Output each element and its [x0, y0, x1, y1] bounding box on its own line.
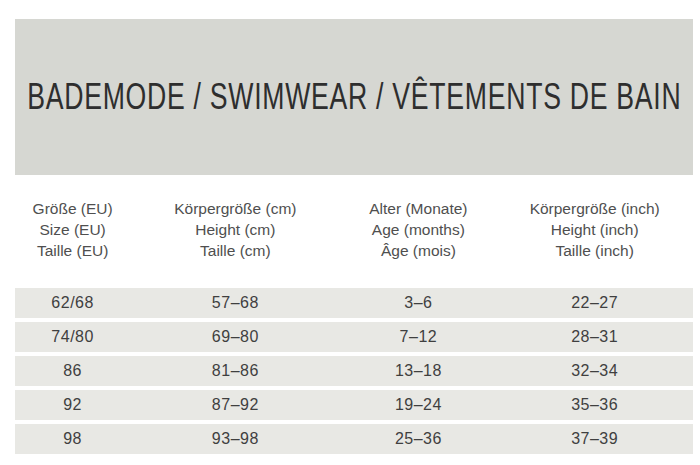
table-row: 92 87–92 19–24 35–36	[15, 390, 693, 420]
header-line-en: Age (months)	[340, 219, 496, 240]
table-row: 86 81–86 13–18 32–34	[15, 356, 693, 386]
table-header-row: Größe (EU) Size (EU) Taille (EU) Körperg…	[15, 198, 693, 261]
title-banner: BADEMODE / SWIMWEAR / VÊTEMENTS DE BAIN	[15, 19, 693, 175]
table-body: 62/68 57–68 3–6 22–27 74/80 69–80 7–12 2…	[15, 288, 693, 458]
header-line-fr: Taille (inch)	[496, 240, 693, 261]
cell-height-inch: 32–34	[496, 362, 693, 380]
cell-age-months: 7–12	[340, 328, 496, 346]
table-row: 62/68 57–68 3–6 22–27	[15, 288, 693, 318]
cell-size: 98	[15, 430, 130, 448]
header-line-de: Alter (Monate)	[340, 198, 496, 219]
table-row: 74/80 69–80 7–12 28–31	[15, 322, 693, 352]
cell-height-cm: 87–92	[130, 396, 340, 414]
header-line-en: Size (EU)	[15, 219, 130, 240]
cell-age-months: 3–6	[340, 294, 496, 312]
cell-height-cm: 57–68	[130, 294, 340, 312]
cell-size: 86	[15, 362, 130, 380]
column-header-height-inch: Körpergröße (inch) Height (inch) Taille …	[496, 198, 693, 261]
header-line-en: Height (cm)	[130, 219, 340, 240]
cell-height-inch: 37–39	[496, 430, 693, 448]
table-row: 98 93–98 25–36 37–39	[15, 424, 693, 454]
cell-height-inch: 35–36	[496, 396, 693, 414]
column-header-size-eu: Größe (EU) Size (EU) Taille (EU)	[15, 198, 130, 261]
cell-height-cm: 81–86	[130, 362, 340, 380]
column-header-age-months: Alter (Monate) Age (months) Âge (mois)	[340, 198, 496, 261]
size-chart-page: BADEMODE / SWIMWEAR / VÊTEMENTS DE BAIN …	[0, 0, 700, 465]
section-title: BADEMODE / SWIMWEAR / VÊTEMENTS DE BAIN	[27, 76, 681, 118]
column-header-height-cm: Körpergröße (cm) Height (cm) Taille (cm)	[130, 198, 340, 261]
cell-age-months: 13–18	[340, 362, 496, 380]
header-line-fr: Taille (EU)	[15, 240, 130, 261]
header-line-fr: Âge (mois)	[340, 240, 496, 261]
cell-age-months: 25–36	[340, 430, 496, 448]
header-line-de: Größe (EU)	[15, 198, 130, 219]
cell-size: 74/80	[15, 328, 130, 346]
cell-size: 92	[15, 396, 130, 414]
cell-height-cm: 69–80	[130, 328, 340, 346]
cell-age-months: 19–24	[340, 396, 496, 414]
header-line-en: Height (inch)	[496, 219, 693, 240]
cell-size: 62/68	[15, 294, 130, 312]
header-line-de: Körpergröße (cm)	[130, 198, 340, 219]
cell-height-cm: 93–98	[130, 430, 340, 448]
cell-height-inch: 28–31	[496, 328, 693, 346]
header-line-de: Körpergröße (inch)	[496, 198, 693, 219]
header-line-fr: Taille (cm)	[130, 240, 340, 261]
cell-height-inch: 22–27	[496, 294, 693, 312]
